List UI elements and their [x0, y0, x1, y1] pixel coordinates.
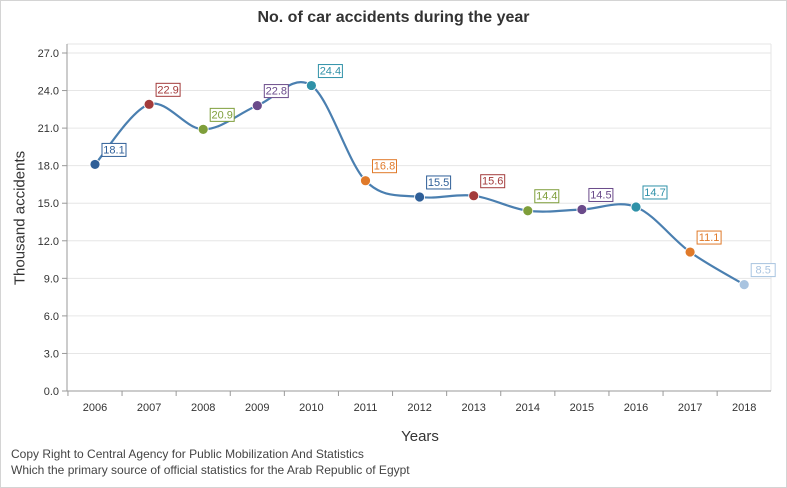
- data-point: [360, 175, 371, 187]
- data-labels: 18.1 22.9 20.9 22.8 24.4 16.8 15.5 15.6 14.4 14.5…: [101, 64, 776, 278]
- y-tick-label: 12.0: [38, 236, 59, 248]
- data-label: 14.4: [536, 191, 557, 203]
- x-tick-label: 2017: [678, 402, 702, 414]
- data-label-box: [155, 82, 181, 97]
- data-point: [414, 191, 426, 203]
- data-point: [630, 201, 642, 213]
- y-tick-label: 18.0: [38, 161, 59, 173]
- axes: [62, 44, 771, 396]
- x-tick-label: 2018: [732, 402, 756, 414]
- y-tick-label: 0.0: [44, 386, 59, 398]
- data-label: 22.9: [157, 84, 178, 96]
- data-label: 18.1: [103, 144, 124, 156]
- x-tick-label: 2015: [570, 402, 594, 414]
- x-tick-label: 2008: [191, 402, 215, 414]
- x-tick-label: 2014: [516, 402, 540, 414]
- data-label: 14.7: [644, 187, 665, 199]
- y-tick-label: 6.0: [44, 311, 59, 323]
- data-label: 14.5: [590, 189, 611, 201]
- data-label-box: [317, 64, 343, 79]
- chart-title: No. of car accidents during the year: [257, 9, 530, 26]
- data-points: [89, 80, 750, 290]
- data-label-box: [263, 84, 289, 99]
- y-tick-label: 9.0: [44, 273, 59, 285]
- series-line-layer: [94, 81, 745, 286]
- data-label: 24.4: [320, 66, 341, 78]
- x-tick-label: 2013: [461, 402, 485, 414]
- data-label: 16.8: [374, 161, 395, 173]
- y-tick-labels: 0.0 3.0 6.0 9.0 12.0 15.0 18.0 21.0 24.0 27.0: [38, 48, 59, 398]
- x-tick-label: 2010: [299, 402, 323, 414]
- y-axis-title: Thousand accidents: [11, 150, 29, 286]
- data-point: [197, 123, 209, 135]
- x-tick-label: 2009: [245, 402, 269, 414]
- y-tick-label: 3.0: [44, 348, 59, 360]
- data-label-box: [696, 230, 722, 245]
- data-label-box: [642, 185, 668, 200]
- x-tick-label: 2007: [137, 402, 161, 414]
- data-point: [522, 205, 534, 217]
- data-label-box: [101, 142, 127, 157]
- y-tick-label: 27.0: [38, 48, 59, 60]
- y-tick-label: 24.0: [38, 86, 59, 98]
- data-label: 22.8: [266, 86, 287, 98]
- grid-lines: [67, 43, 772, 391]
- data-label-box: [480, 174, 506, 189]
- y-tick-label: 21.0: [38, 123, 59, 135]
- y-tick-label: 15.0: [38, 198, 59, 210]
- footer-source: Which the primary source of official sta…: [11, 463, 410, 477]
- data-label: 20.9: [211, 109, 232, 121]
- data-point: [143, 98, 155, 110]
- data-label-box: [209, 107, 235, 122]
- data-point: [738, 279, 750, 290]
- data-label-box: [750, 263, 776, 278]
- data-point: [684, 246, 696, 258]
- data-label: 11.1: [699, 232, 720, 244]
- data-point: [468, 190, 480, 202]
- data-label: 8.5: [756, 265, 771, 277]
- data-point: [251, 100, 263, 111]
- footer-copyright: Copy Right to Central Agency for Public …: [11, 447, 364, 461]
- data-label-box: [534, 189, 560, 204]
- data-label-box: [426, 175, 452, 190]
- x-tick-label: 2011: [354, 402, 378, 414]
- data-point: [305, 80, 317, 91]
- data-label-box: [372, 159, 397, 174]
- data-point: [576, 204, 588, 215]
- x-tick-labels: 2006 2007 2008 2009 2010 2011 2012 2013 2014 2015…: [83, 402, 757, 414]
- data-point: [89, 159, 101, 170]
- series-line: [94, 81, 745, 286]
- data-label: 15.6: [482, 176, 503, 188]
- x-tick-label: 2016: [624, 402, 648, 414]
- data-label-box: [588, 187, 614, 202]
- data-label: 15.5: [428, 177, 449, 189]
- x-axis-title: Years: [401, 428, 439, 445]
- x-tick-label: 2006: [83, 402, 107, 414]
- x-tick-label: 2012: [407, 402, 431, 414]
